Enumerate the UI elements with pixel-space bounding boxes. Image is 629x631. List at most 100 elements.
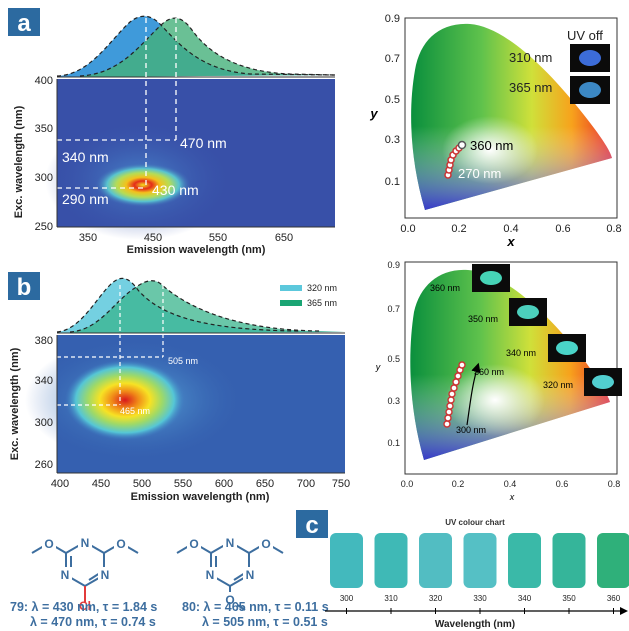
cie-a-yticks: 0.1 0.3 0.5 0.7 0.9: [385, 13, 400, 188]
svg-text:450: 450: [144, 232, 162, 244]
svg-text:650: 650: [256, 478, 274, 490]
svg-text:0.2: 0.2: [452, 479, 465, 489]
svg-text:0.3: 0.3: [387, 396, 400, 406]
panel-b-hotspot: [65, 360, 185, 440]
annotation-505nm: 505 nm: [168, 356, 198, 366]
swatch-label-310: 310: [384, 594, 398, 603]
photo-label-340nm: 340 nm: [506, 348, 536, 358]
svg-text:N: N: [81, 536, 90, 550]
swatch-label-320: 320: [429, 594, 443, 603]
svg-text:500: 500: [133, 478, 151, 490]
svg-text:300: 300: [35, 172, 53, 184]
svg-text:400: 400: [51, 478, 69, 490]
cie-a-legend-365: 365 nm: [509, 80, 552, 95]
panel-a-xlabel: Emission wavelength (nm): [127, 244, 266, 256]
svg-text:600: 600: [215, 478, 233, 490]
cie-a-legend-310: 310 nm: [509, 50, 552, 65]
swatch-330: [463, 533, 497, 588]
cie-a-legend-title: UV off: [567, 28, 603, 43]
cie-b-label-360nm: 360 nm: [474, 367, 504, 377]
swatch-350: [552, 533, 586, 588]
annotation-340nm: 340 nm: [62, 149, 109, 165]
annotation-465nm: 465 nm: [120, 406, 150, 416]
svg-text:0.1: 0.1: [387, 438, 400, 448]
svg-text:380: 380: [35, 335, 53, 347]
svg-text:650: 650: [275, 232, 293, 244]
uv-chart-title: UV colour chart: [445, 518, 505, 527]
cie-b-xlabel: x: [509, 492, 515, 502]
svg-text:400: 400: [35, 75, 53, 87]
cie-a-xlabel: x: [506, 234, 515, 249]
svg-text:O: O: [225, 593, 234, 607]
svg-text:N: N: [226, 536, 235, 550]
svg-text:0.6: 0.6: [556, 479, 569, 489]
molecule-80-atoms: N N N O O O: [187, 535, 273, 607]
svg-text:O: O: [189, 537, 198, 551]
svg-text:O: O: [261, 537, 270, 551]
panel-b-label: b: [17, 274, 32, 301]
cie-a-label-270nm: 270 nm: [458, 166, 501, 181]
svg-text:550: 550: [174, 478, 192, 490]
svg-text:N: N: [246, 568, 255, 582]
photo-label-350nm: 350 nm: [468, 314, 498, 324]
molecule-79: [31, 540, 139, 602]
svg-text:350: 350: [35, 123, 53, 135]
swatch-label-330: 330: [473, 594, 487, 603]
panel-b-spectra: 320 nm 365 nm: [56, 277, 345, 334]
cie-a-ylabel: y: [369, 106, 378, 121]
panel-b-cie: 360 nm 300 nm 360 nm 350 nm 340 nm 320 n…: [375, 260, 622, 502]
svg-text:0.2: 0.2: [451, 223, 466, 235]
molecule-79-atoms: N N N O O Cl: [42, 535, 128, 613]
svg-text:O: O: [116, 537, 125, 551]
swatch-label-350: 350: [562, 594, 576, 603]
annotation-290nm: 290 nm: [62, 191, 109, 207]
compound-79-line2: λ = 470 nm, τ = 0.74 s: [30, 615, 156, 629]
svg-text:260: 260: [35, 459, 53, 471]
panel-a-label-bg: [8, 8, 40, 36]
panel-a: a 340 nm 470 nm 290 nm 430 nm 350: [8, 8, 622, 256]
svg-text:N: N: [61, 568, 70, 582]
annotation-470nm: 470 nm: [180, 135, 227, 151]
panel-b: b 320 nm 365 nm 505 nm 465 nm: [8, 260, 622, 503]
swatch-310: [374, 533, 408, 588]
spectra-b-legend-365: 365 nm: [307, 298, 337, 308]
cie-b-ylabel: y: [375, 362, 381, 372]
svg-text:0.4: 0.4: [503, 223, 518, 235]
swatch-label-360: 360: [607, 594, 621, 603]
svg-text:450: 450: [92, 478, 110, 490]
panel-b-ylabel: Exc. wavelength (nm): [9, 347, 21, 460]
compound-79-line1: 79: λ = 430 nm, τ = 1.84 s: [10, 600, 157, 614]
svg-text:0.9: 0.9: [385, 13, 400, 25]
spectra-b-legend-320: 320 nm: [307, 283, 337, 293]
panel-a-spectra: [56, 15, 336, 78]
svg-text:0.5: 0.5: [385, 94, 400, 106]
cie-b-yticks: 0.1 0.3 0.5 0.7 0.9: [387, 260, 400, 448]
svg-text:250: 250: [35, 221, 53, 233]
panel-b-label-bg: [8, 272, 40, 300]
svg-text:N: N: [206, 568, 215, 582]
cie-a-xticks: 0.0 0.2 0.4 0.6 0.8: [400, 223, 621, 235]
panel-c: c UV colour chart 300 310 320 330 340 350 360 …: [296, 510, 629, 630]
swatch-label-300: 300: [340, 594, 354, 603]
panel-b-yticks: 260 300 340 380: [35, 335, 53, 471]
panel-c-label-bg: [296, 510, 328, 538]
svg-text:O: O: [44, 537, 53, 551]
photo-label-320nm: 320 nm: [543, 380, 573, 390]
svg-text:0.7: 0.7: [385, 53, 400, 65]
svg-text:0.0: 0.0: [400, 223, 415, 235]
panel-a-cie: 360 nm 270 nm UV off 310 nm 365 nm 0.0 0…: [369, 13, 621, 249]
panel-b-cie-points: [443, 361, 466, 428]
svg-text:0.6: 0.6: [555, 223, 570, 235]
svg-text:N: N: [101, 568, 110, 582]
annotation-430nm: 430 nm: [152, 182, 199, 198]
panel-b-xlabel: Emission wavelength (nm): [131, 491, 270, 503]
svg-text:700: 700: [297, 478, 315, 490]
swatch-label-340: 340: [518, 594, 532, 603]
swatch-340: [508, 533, 541, 588]
uv-swatches: 300 310 320 330 340 350 360: [330, 533, 629, 614]
cie-b-xticks: 0.0 0.2 0.4 0.6 0.8: [401, 479, 621, 489]
chlorine-atom: Cl: [79, 599, 91, 613]
panel-a-ylabel: Exc. wavelength (nm): [13, 105, 25, 218]
svg-text:0.1: 0.1: [385, 176, 400, 188]
